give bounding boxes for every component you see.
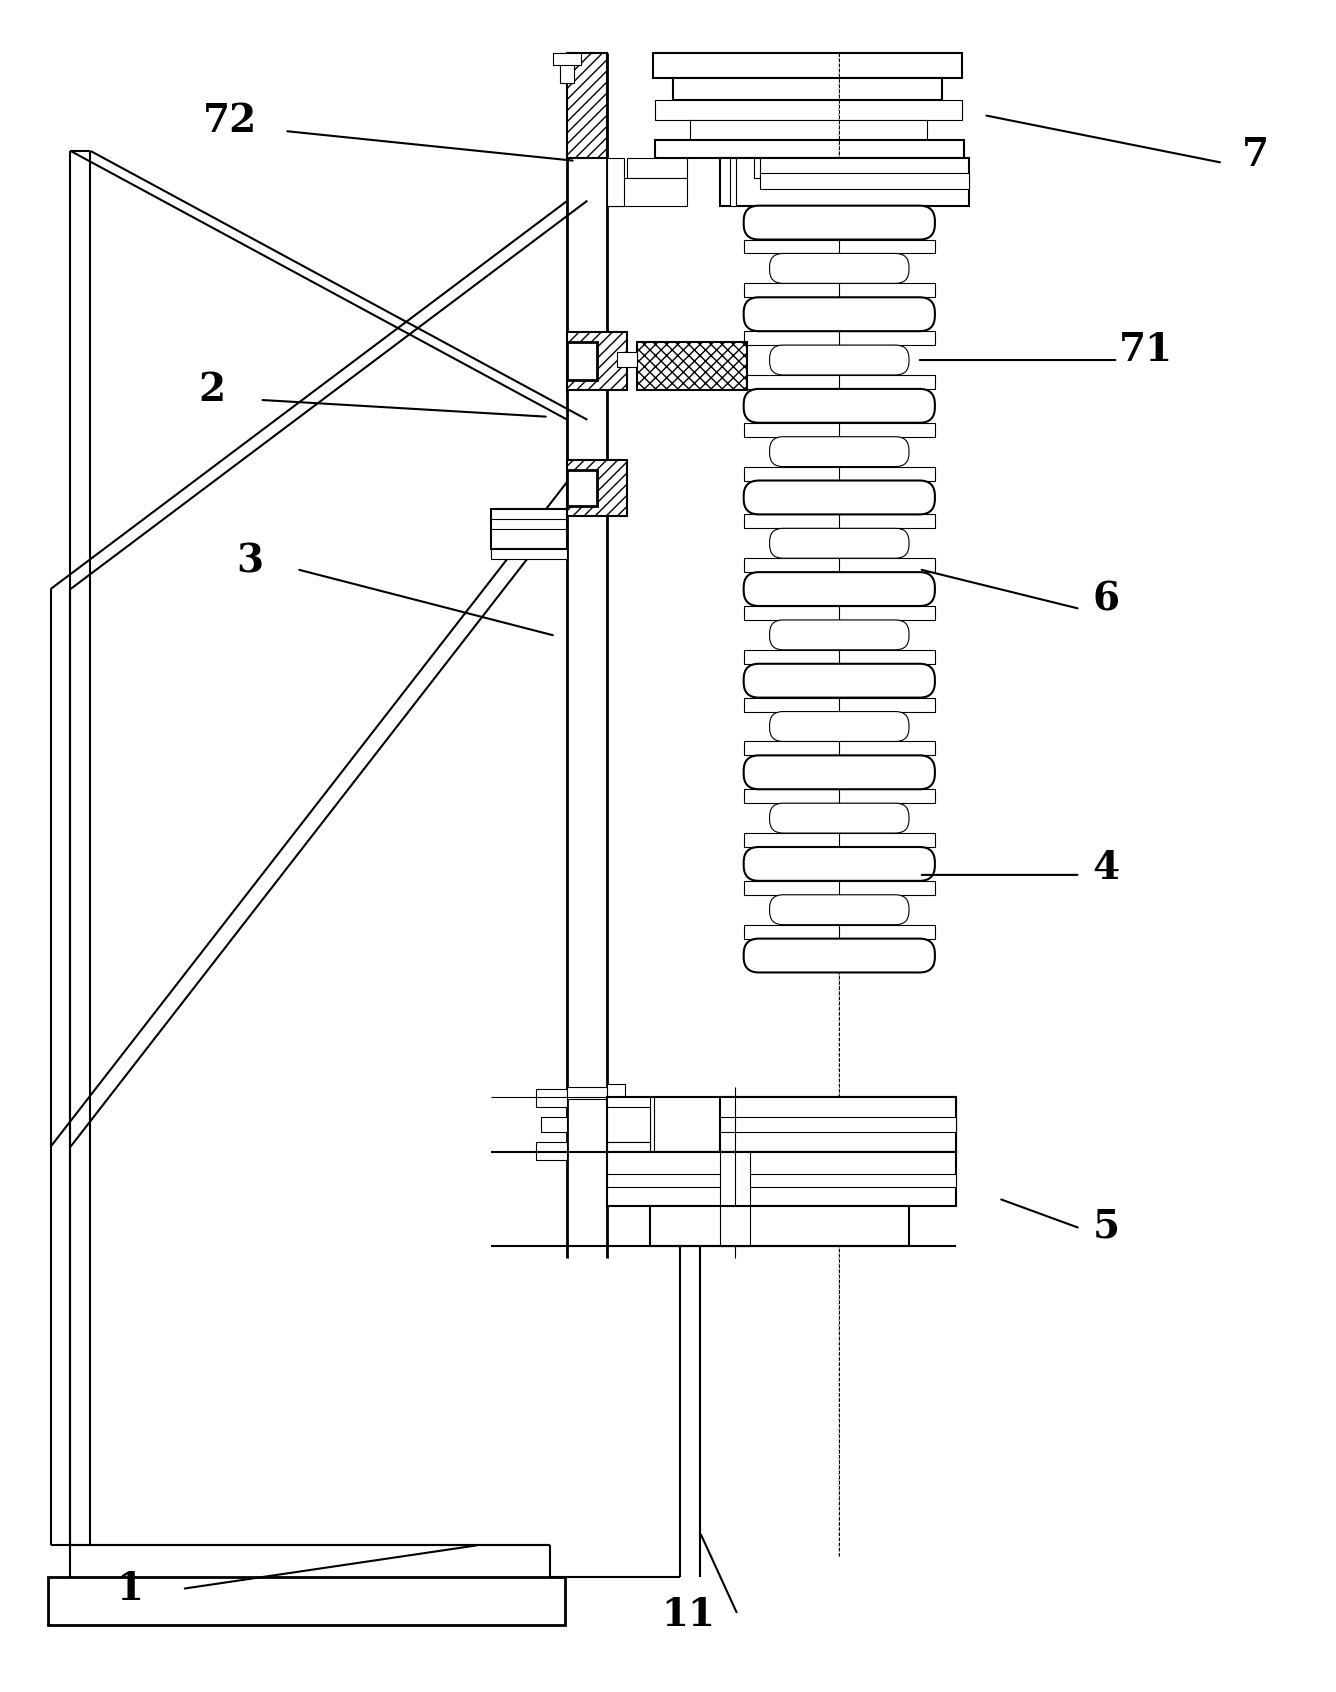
FancyBboxPatch shape [770,804,908,832]
Bar [553,54,581,66]
FancyBboxPatch shape [770,712,908,741]
Bar [568,1086,608,1098]
Bar [744,788,935,804]
Bar [744,423,935,437]
Bar [754,157,760,178]
FancyBboxPatch shape [770,895,908,924]
FancyBboxPatch shape [744,389,935,423]
Bar [655,100,962,120]
Text: 1: 1 [116,1570,144,1607]
Bar [568,342,597,381]
Bar [568,470,597,506]
Bar [744,240,935,254]
Bar [729,157,736,206]
Bar [744,924,935,939]
Text: 7: 7 [1242,135,1269,174]
Polygon shape [568,54,608,157]
FancyBboxPatch shape [744,298,935,332]
Bar [653,54,962,78]
Bar [608,178,687,206]
Text: 11: 11 [661,1596,715,1634]
Text: 71: 71 [1120,332,1173,369]
Bar [637,342,747,389]
Bar [490,509,568,550]
Bar [608,1107,651,1142]
Text: 2: 2 [198,371,226,409]
Bar [608,1096,955,1152]
Bar [744,606,935,619]
Bar [48,1577,565,1624]
Bar [744,650,935,663]
Polygon shape [568,460,627,516]
FancyBboxPatch shape [770,437,908,467]
Bar [720,1206,749,1247]
Bar [655,140,963,157]
Bar [744,332,935,345]
FancyBboxPatch shape [744,481,935,514]
Text: 5: 5 [1093,1208,1120,1245]
FancyBboxPatch shape [744,848,935,882]
Bar [541,1117,568,1132]
Bar [744,741,935,755]
FancyBboxPatch shape [770,619,908,650]
Bar [536,1142,568,1159]
FancyBboxPatch shape [744,206,935,240]
Text: 72: 72 [203,102,257,140]
Bar [608,1152,955,1206]
Bar [744,467,935,481]
Polygon shape [568,332,627,389]
Bar [744,514,935,528]
FancyBboxPatch shape [770,254,908,283]
Text: 3: 3 [236,541,263,580]
FancyBboxPatch shape [744,572,935,606]
FancyBboxPatch shape [770,528,908,558]
Bar [490,550,568,558]
Text: 6: 6 [1093,580,1120,618]
Bar [744,697,935,712]
Bar [744,832,935,848]
Bar [760,173,969,190]
FancyBboxPatch shape [744,939,935,973]
Bar [651,1206,908,1247]
Bar [744,283,935,298]
Bar [627,157,687,178]
Bar [744,882,935,895]
Bar [720,157,969,206]
Bar [689,120,927,140]
Bar [617,352,637,367]
Bar [720,1152,749,1206]
FancyBboxPatch shape [770,345,908,376]
FancyBboxPatch shape [744,663,935,697]
Bar [744,558,935,572]
Text: 4: 4 [1093,849,1120,887]
Bar [536,1090,568,1107]
Bar [608,157,624,206]
FancyBboxPatch shape [744,755,935,788]
Bar [673,78,942,100]
Bar [651,1096,655,1152]
Bar [608,1174,955,1186]
Bar [720,1117,955,1132]
Bar [608,1142,651,1152]
Bar [560,54,574,83]
Bar [720,1096,955,1152]
Bar [608,1085,625,1101]
Bar [744,376,935,389]
